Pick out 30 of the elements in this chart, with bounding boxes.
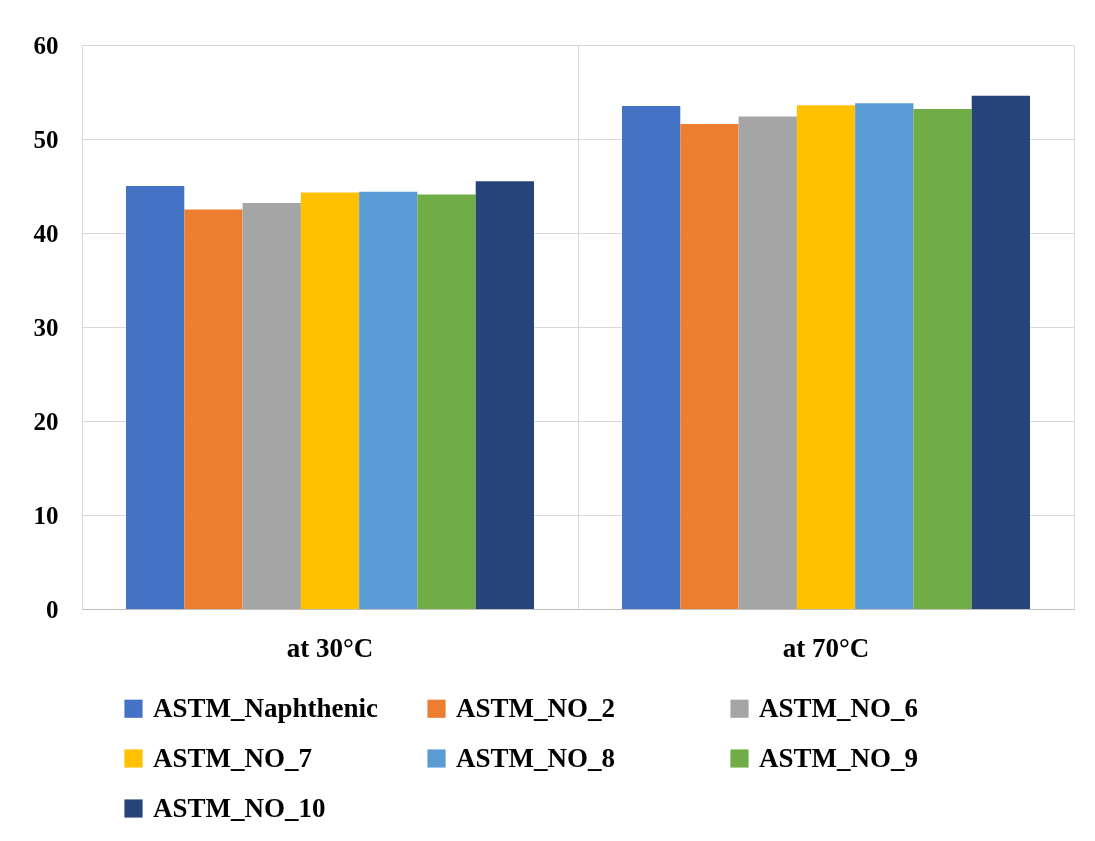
- bar: [680, 123, 739, 609]
- y-tick-label: 20: [33, 407, 59, 435]
- bar: [622, 106, 681, 609]
- bar: [796, 105, 856, 609]
- bar: [242, 202, 301, 609]
- bar: [126, 186, 185, 609]
- y-tick-label: 10: [33, 501, 59, 529]
- y-tick-label: 40: [33, 219, 59, 247]
- y-tick-label: 60: [33, 31, 59, 59]
- y-tick-label: 50: [33, 125, 59, 153]
- legend-label: ASTM_NO_6: [759, 692, 919, 723]
- legend-label: ASTM_NO_10: [153, 792, 326, 823]
- legend-label: ASTM_NO_9: [759, 742, 919, 773]
- bar: [738, 116, 797, 609]
- bar: [417, 194, 476, 609]
- legend-label: ASTM_NO_2: [456, 692, 616, 723]
- bar: [184, 209, 243, 609]
- bar: [475, 181, 534, 609]
- bar: [300, 192, 360, 609]
- legend-label: ASTM_Naphthenic: [153, 692, 379, 723]
- bar: [855, 103, 914, 609]
- bar: [913, 108, 972, 609]
- y-tick-label: 30: [33, 313, 59, 341]
- legend-label: ASTM_NO_7: [153, 742, 313, 773]
- x-tick-label: at 70°C: [782, 632, 870, 663]
- bar: [359, 191, 418, 609]
- y-tick-label: 0: [46, 595, 59, 623]
- bar: [971, 95, 1030, 609]
- legend-label: ASTM_NO_8: [456, 742, 616, 773]
- x-tick-label: at 30°C: [286, 632, 374, 663]
